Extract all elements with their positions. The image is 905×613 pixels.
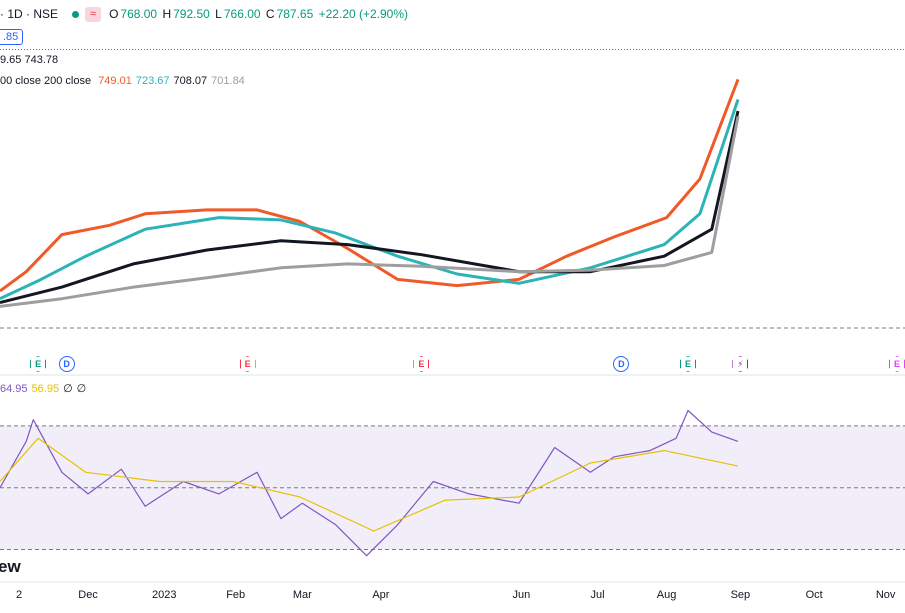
price-badge[interactable]: .85: [0, 29, 24, 45]
ma-value-3: 708.07: [173, 75, 208, 87]
split-icon[interactable]: ⚡: [732, 356, 749, 372]
earnings-icon[interactable]: E: [239, 356, 256, 372]
close-value: 787.65: [276, 7, 314, 21]
earnings-icon[interactable]: E: [413, 356, 430, 372]
dividend-icon[interactable]: D: [613, 356, 630, 372]
ma-line-1: [0, 78, 740, 293]
x-tick-label: Feb: [226, 589, 246, 601]
open-value: 768.00: [120, 7, 158, 21]
x-tick-label: Aug: [656, 589, 677, 601]
ohlc-readout: O 768.00 H 792.50 L 766.00 C 787.65 +22.20 (…: [109, 7, 410, 21]
low-label: L: [215, 7, 222, 21]
rsi-value-1: 64.95: [0, 383, 28, 395]
change-value: +22.20 (+2.90%): [318, 7, 409, 21]
x-tick-label: Mar: [292, 589, 312, 601]
ma-line-4: [0, 116, 740, 308]
rsi-value-3: ∅: [63, 383, 73, 395]
indicator-line-2[interactable]: 00 close 200 close 749.01 723.67 708.07 701…: [0, 75, 245, 87]
rsi-legend[interactable]: 64.95 56.95 ∅ ∅: [0, 382, 90, 395]
x-tick-label: Nov: [875, 589, 896, 601]
ma-value-4: 701.84: [211, 75, 245, 87]
x-tick-label: 2: [15, 589, 23, 601]
earnings-icon[interactable]: E: [889, 356, 905, 372]
symbol-label[interactable]: · 1D · NSE: [0, 7, 59, 21]
wave-icon[interactable]: ≈: [85, 6, 102, 22]
low-value: 766.00: [223, 7, 261, 21]
rsi-value-4: ∅: [76, 383, 87, 395]
ma-value-2: 723.67: [135, 75, 170, 87]
rsi-line: [0, 409, 739, 557]
indicator-line-1[interactable]: 9.65 743.78: [0, 54, 59, 66]
high-label: H: [162, 7, 172, 21]
ma-value-1: 749.01: [98, 75, 132, 87]
chart-header: · 1D · NSE ≈ O 768.00 H 792.50 L 766.00 C 78…: [0, 4, 410, 24]
market-status-icon: [72, 10, 80, 18]
x-tick-label: Apr: [372, 589, 390, 601]
x-tick-label: Sep: [730, 589, 751, 601]
x-tick-label: Dec: [78, 589, 98, 601]
x-tick-label: Jun: [512, 589, 531, 601]
ma-line-3: [0, 110, 740, 305]
rsi-ma-line: [0, 437, 739, 532]
high-value: 792.50: [173, 7, 210, 21]
x-tick-label: Oct: [805, 589, 823, 601]
rsi-band: [0, 425, 905, 550]
x-tick-label: Jul: [590, 589, 605, 601]
earnings-icon[interactable]: E: [680, 356, 696, 372]
dividend-icon[interactable]: D: [58, 356, 75, 372]
ma-line-2: [0, 99, 740, 301]
ma-label: 00 close 200 close: [0, 75, 92, 87]
close-label: C: [265, 7, 275, 21]
rsi-value-2: 56.95: [31, 383, 60, 395]
watermark-text: ew: [0, 557, 21, 576]
earnings-icon[interactable]: E: [30, 356, 47, 372]
open-label: O: [109, 7, 119, 21]
x-tick-label: 2023: [152, 589, 177, 601]
